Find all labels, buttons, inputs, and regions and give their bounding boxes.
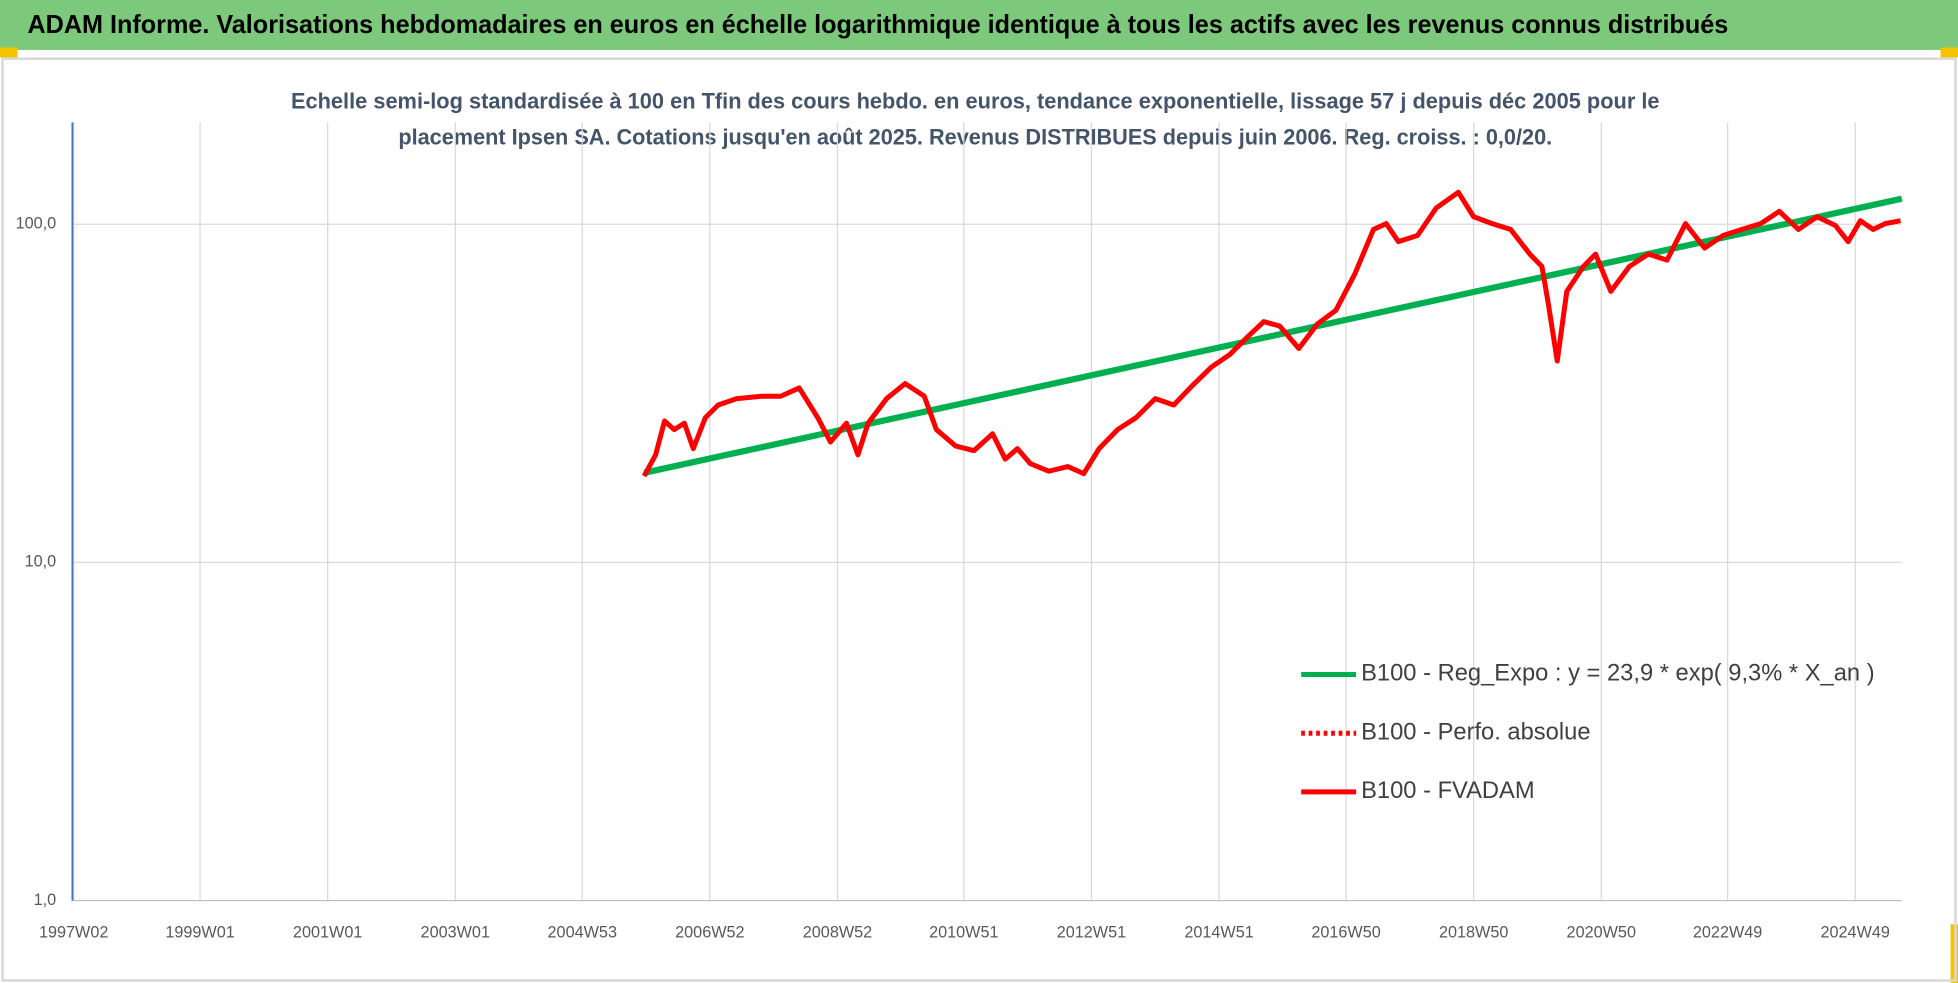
legend-label: B100 - Perfo. absolue xyxy=(1361,719,1590,745)
x-tick-label: 1999W01 xyxy=(165,923,234,941)
legend: B100 - Reg_Expo : y = 23,9 * exp( 9,3% *… xyxy=(1301,661,1875,804)
x-tick-label: 2004W53 xyxy=(548,923,617,941)
y-tick-label: 1,0 xyxy=(34,891,57,909)
legend-label: B100 - FVADAM xyxy=(1361,778,1535,804)
corner xyxy=(0,47,18,58)
y-tick-label: 10,0 xyxy=(25,553,57,571)
x-tick-label: 2001W01 xyxy=(293,923,362,941)
legend-label: B100 - Reg_Expo : y = 23,9 * exp( 9,3% *… xyxy=(1361,661,1874,687)
x-tick-label: 2010W51 xyxy=(929,923,998,941)
x-tick-label: 2008W52 xyxy=(803,923,872,941)
series-line xyxy=(641,189,1901,478)
x-tick-label: 1997W02 xyxy=(39,923,108,941)
chart-frame xyxy=(1,57,1957,982)
x-tick-label: 2016W50 xyxy=(1311,923,1380,941)
header-band xyxy=(0,0,1958,50)
grid: 1,0 10,0 100,0 1997W02 1999W01 2001W01 2003W01… xyxy=(16,122,1902,941)
header-title: ADAM Informe. Valorisations hebdomadaire… xyxy=(27,9,1728,39)
x-tick-label: 2018W50 xyxy=(1439,923,1508,941)
x-tick-label: 2024W49 xyxy=(1821,923,1890,941)
x-tick-label: 2003W01 xyxy=(421,923,490,941)
plot xyxy=(641,189,1903,478)
series-line xyxy=(643,195,1903,476)
x-tick-label: 2022W49 xyxy=(1693,923,1762,941)
x-tick-label: 2012W51 xyxy=(1057,923,1126,941)
chart-subtitle: Echelle semi-log standardisée à 100 en T… xyxy=(291,88,1660,113)
chart-subtitle: placement Ipsen SA. Cotations jusqu'en a… xyxy=(398,125,1552,150)
y-tick-label: 100,0 xyxy=(16,214,57,232)
corner xyxy=(1940,47,1958,58)
x-tick-label: 2020W50 xyxy=(1567,923,1636,941)
x-tick-label: 2006W52 xyxy=(675,923,744,941)
x-tick-label: 2014W51 xyxy=(1184,923,1253,941)
